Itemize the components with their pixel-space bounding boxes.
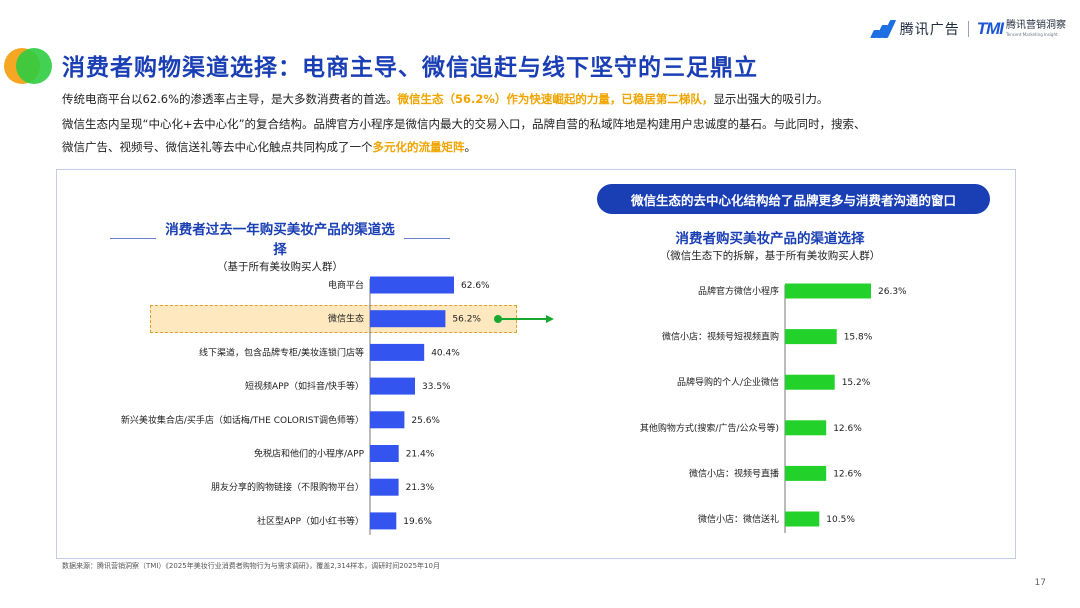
chart-bar bbox=[785, 465, 827, 481]
intro-text: 。 bbox=[464, 140, 477, 154]
value-label: 15.2% bbox=[842, 378, 871, 388]
title-rule bbox=[110, 237, 157, 239]
value-label: 10.5% bbox=[826, 515, 855, 525]
chart-bar bbox=[785, 420, 827, 436]
logo-divider bbox=[967, 21, 969, 37]
value-label: 12.6% bbox=[833, 424, 862, 434]
arrow-right-icon bbox=[546, 315, 554, 323]
category-label: 免税店和他们的小程序/APP bbox=[254, 448, 365, 460]
intro-text: 微信广告、视频号、微信送礼等去中心化触点共同构成了一个 bbox=[62, 140, 373, 154]
value-label: 15.8% bbox=[844, 333, 873, 343]
intro-highlight: 多元化的流量矩阵 bbox=[372, 140, 465, 154]
chart-panel bbox=[56, 169, 1016, 559]
connector-dot bbox=[494, 315, 502, 323]
intro-text: 传统电商平台以62.6%的渗透率占主导，是大多数消费者的首选。 bbox=[62, 92, 398, 106]
right-chart-title: 消费者购买美妆产品的渠道选择 bbox=[675, 231, 865, 247]
chart-bar bbox=[370, 445, 399, 462]
chart-bar bbox=[370, 310, 446, 328]
value-label: 21.4% bbox=[406, 450, 435, 460]
chart-bar bbox=[370, 512, 397, 530]
brand-logos: 腾讯广告 TMI 腾讯营销洞察 Tencent Marketing Insigh… bbox=[869, 16, 1066, 42]
page-title: 消费者购物渠道选择：电商主导、微信追赶与线下坚守的三足鼎立 bbox=[62, 55, 758, 81]
tencent-ads-logo: 腾讯广告 bbox=[869, 19, 960, 39]
chart-bar bbox=[785, 329, 837, 345]
chart-bar bbox=[370, 276, 454, 294]
left-chart-header: 消费者过去一年购买美妆产品的渠道选择 （基于所有美妆购买人群） bbox=[110, 218, 450, 274]
category-label: 社区型APP（如小红书等） bbox=[257, 515, 364, 527]
value-label: 33.5% bbox=[422, 382, 451, 392]
chart-bar bbox=[370, 411, 405, 429]
intro-text: 显示出强大的吸引力。 bbox=[713, 92, 829, 106]
page-number: 17 bbox=[1034, 578, 1046, 588]
tmi-en-text: Tencent Marketing Insight bbox=[1006, 32, 1058, 37]
left-chart-subtitle: （基于所有美妆购买人群） bbox=[217, 261, 343, 273]
chart-bar bbox=[370, 478, 399, 496]
category-label: 微信生态 bbox=[328, 313, 364, 325]
category-label: 电商平台 bbox=[328, 279, 364, 291]
category-label: 品牌官方微信小程序 bbox=[698, 285, 779, 297]
value-label: 26.3% bbox=[878, 287, 907, 297]
chart-bar bbox=[785, 511, 820, 527]
category-label: 线下渠道，包含品牌专柜/美妆连锁门店等 bbox=[199, 346, 364, 358]
tmi-logo: TMI 腾讯营销洞察 Tencent Marketing Insight bbox=[977, 19, 1066, 39]
category-label: 微信小店：视频号直播 bbox=[689, 467, 779, 479]
value-label: 25.6% bbox=[411, 416, 440, 426]
right-chart-subtitle: （微信生态下的拆解，基于所有美妆购买人群） bbox=[659, 250, 881, 262]
chart-bar bbox=[785, 374, 835, 390]
chart-bar bbox=[785, 283, 871, 299]
tmi-mark: TMI bbox=[976, 19, 1004, 38]
chart-bar bbox=[370, 377, 415, 395]
category-label: 朋友分享的购物链接（不限购物平台） bbox=[211, 481, 364, 493]
intro-paragraph-1: 传统电商平台以62.6%的渗透率占主导，是大多数消费者的首选。微信生态（56.2… bbox=[62, 91, 828, 107]
value-label: 62.6% bbox=[461, 281, 490, 291]
category-label: 品牌导购的个人/企业微信 bbox=[677, 376, 779, 388]
chart-bar bbox=[370, 343, 425, 361]
intro-paragraph-2: 微信生态内呈现“中心化+去中心化”的复合结构。品牌官方小程序是微信内最大的交易入… bbox=[62, 117, 866, 131]
category-label: 短视频APP（如抖音/快手等） bbox=[245, 380, 364, 392]
tmi-cn-text: 腾讯营销洞察 bbox=[1006, 20, 1066, 31]
callout-pill: 微信生态的去中心化结构给了品牌更多与消费者沟通的窗口 bbox=[597, 184, 990, 214]
value-label: 19.6% bbox=[403, 517, 432, 527]
value-label: 56.2% bbox=[452, 315, 481, 325]
title-rule bbox=[403, 237, 450, 239]
data-source-note: 数据来源：腾讯营销洞察（TMI）《2025年美妆行业消费者购物行为与需求调研》，… bbox=[62, 562, 440, 570]
left-chart-title: 消费者过去一年购买美妆产品的渠道选择 bbox=[165, 222, 395, 258]
tencent-ads-text: 腾讯广告 bbox=[899, 22, 960, 38]
category-label: 其他购物方式(搜索/广告/公众号等) bbox=[640, 422, 779, 434]
value-label: 21.3% bbox=[406, 483, 435, 493]
value-label: 12.6% bbox=[833, 469, 862, 479]
value-label: 40.4% bbox=[431, 348, 460, 358]
connector-arrow bbox=[498, 318, 546, 320]
wechat-highlight-box bbox=[150, 305, 517, 333]
category-label: 微信小店：微信送礼 bbox=[698, 513, 779, 525]
category-label: 微信小店：视频号短视频直购 bbox=[662, 331, 779, 343]
right-chart-header: 消费者购买美妆产品的渠道选择 （微信生态下的拆解，基于所有美妆购买人群） bbox=[600, 227, 940, 263]
title-decoration-icon bbox=[4, 46, 52, 86]
intro-highlight: 微信生态（56.2%）作为快速崛起的力量，已稳居第二梯队， bbox=[397, 92, 714, 106]
category-label: 新兴美妆集合店/买手店（如话梅/THE COLORIST调色师等） bbox=[121, 414, 364, 426]
intro-paragraph-3: 微信广告、视频号、微信送礼等去中心化触点共同构成了一个多元化的流量矩阵。 bbox=[62, 139, 476, 155]
